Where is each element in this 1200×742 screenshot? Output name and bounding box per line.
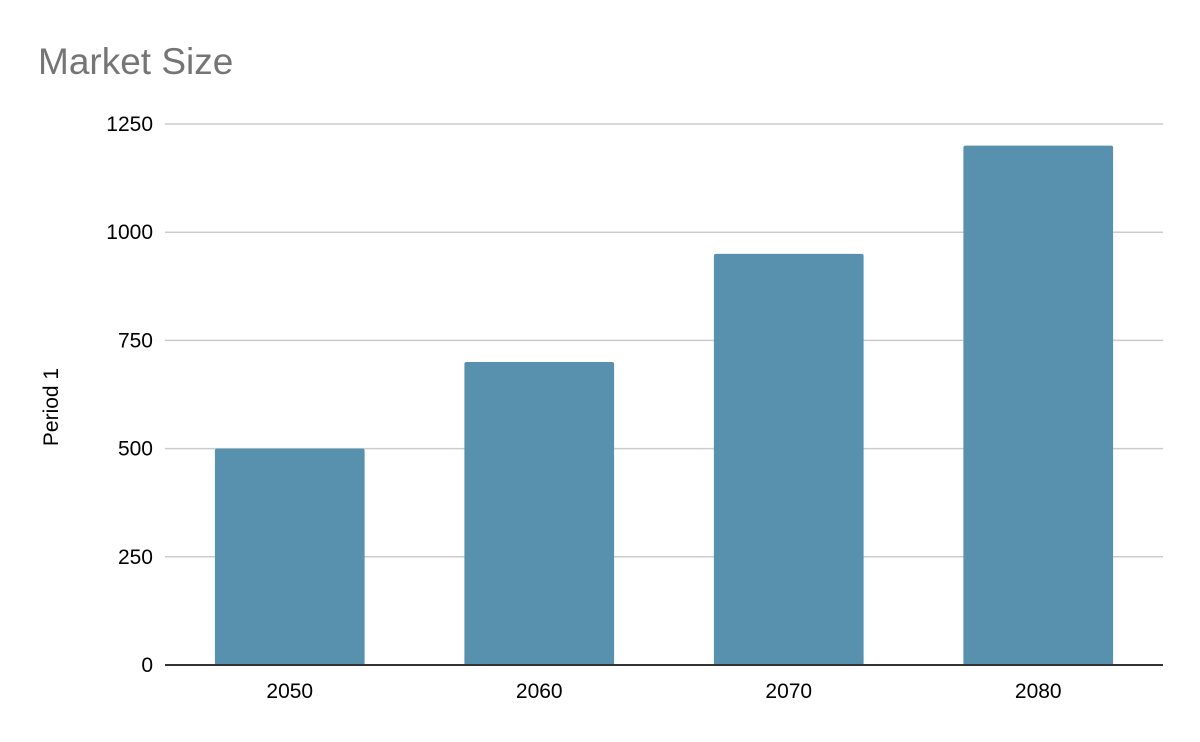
y-tick-label: 0 <box>141 654 153 677</box>
y-tick-label: 500 <box>118 438 153 461</box>
y-tick-label: 250 <box>118 546 153 569</box>
x-tick-label: 2060 <box>516 680 563 703</box>
x-tick-label: 2050 <box>266 680 313 703</box>
bar-2080 <box>963 145 1114 665</box>
y-axis-ticks: 0 250 500 750 1000 1250 <box>106 113 153 677</box>
x-tick-label: 2070 <box>765 680 812 703</box>
bars <box>214 145 1114 665</box>
bar-2050 <box>214 448 365 665</box>
y-tick-label: 1250 <box>106 113 153 136</box>
y-tick-label: 750 <box>118 329 153 352</box>
bar-2060 <box>464 362 615 665</box>
x-axis-ticks: 2050 2060 2070 2080 <box>266 680 1061 703</box>
y-tick-label: 1000 <box>106 221 153 244</box>
x-tick-label: 2080 <box>1015 680 1062 703</box>
bar-2070 <box>713 253 864 665</box>
chart-title: Market Size <box>38 41 233 82</box>
y-axis-title: Period 1 <box>40 368 63 446</box>
